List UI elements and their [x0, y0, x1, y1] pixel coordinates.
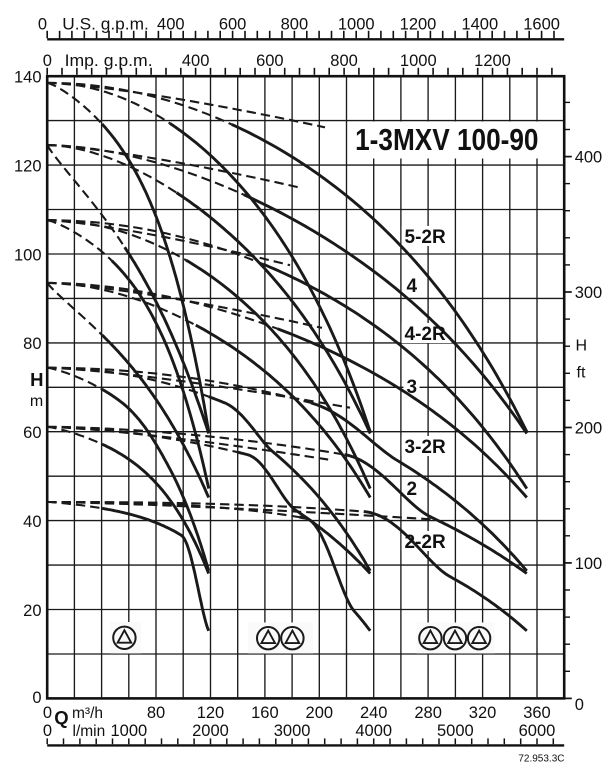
svg-text:5-2R: 5-2R	[405, 227, 446, 248]
svg-text:100: 100	[14, 246, 42, 264]
svg-text:0: 0	[43, 722, 52, 740]
svg-text:H: H	[576, 338, 588, 355]
svg-text:600: 600	[219, 16, 247, 34]
svg-text:72.953.3C: 72.953.3C	[518, 754, 564, 765]
svg-text:0: 0	[38, 16, 47, 34]
svg-text:100: 100	[575, 555, 603, 573]
svg-text:60: 60	[23, 424, 41, 442]
svg-text:280: 280	[414, 704, 442, 722]
svg-text:2000: 2000	[192, 722, 229, 740]
svg-text:ft: ft	[577, 365, 586, 382]
svg-text:1000: 1000	[338, 16, 375, 34]
svg-text:U.S. g.p.m.: U.S. g.p.m.	[62, 16, 149, 34]
svg-text:400: 400	[182, 52, 210, 70]
svg-text:0: 0	[575, 696, 584, 714]
svg-text:H: H	[30, 369, 43, 390]
svg-text:80: 80	[23, 335, 41, 353]
svg-text:Imp. g.p.m.: Imp. g.p.m.	[65, 52, 153, 70]
svg-text:800: 800	[281, 16, 309, 34]
svg-text:600: 600	[256, 52, 284, 70]
svg-text:1000: 1000	[400, 52, 437, 70]
svg-text:0: 0	[43, 52, 52, 70]
svg-text:120: 120	[14, 157, 42, 175]
svg-text:0: 0	[43, 704, 52, 722]
svg-text:3: 3	[407, 377, 418, 398]
svg-text:400: 400	[575, 149, 603, 167]
svg-text:4-2R: 4-2R	[405, 324, 446, 345]
svg-text:3000: 3000	[274, 722, 311, 740]
svg-text:360: 360	[523, 704, 551, 722]
svg-text:200: 200	[575, 419, 603, 437]
svg-text:1400: 1400	[461, 16, 498, 34]
svg-text:20: 20	[23, 602, 41, 620]
svg-text:1000: 1000	[110, 722, 147, 740]
svg-text:300: 300	[575, 284, 603, 302]
svg-text:320: 320	[469, 704, 497, 722]
svg-text:m: m	[30, 393, 43, 410]
svg-text:140: 140	[14, 68, 42, 86]
svg-text:160: 160	[251, 704, 279, 722]
svg-text:m³/h: m³/h	[72, 705, 103, 722]
svg-text:40: 40	[23, 513, 41, 531]
svg-text:4000: 4000	[355, 722, 392, 740]
svg-text:2-2R: 2-2R	[405, 532, 446, 553]
svg-text:200: 200	[306, 704, 334, 722]
svg-text:0: 0	[32, 689, 41, 707]
svg-text:4: 4	[407, 276, 418, 297]
svg-text:1200: 1200	[474, 52, 511, 70]
svg-text:1200: 1200	[400, 16, 437, 34]
svg-text:l/min: l/min	[73, 723, 106, 740]
svg-text:1-3MXV 100-90: 1-3MXV 100-90	[355, 122, 538, 157]
svg-text:80: 80	[147, 704, 165, 722]
svg-text:Q: Q	[54, 707, 68, 728]
svg-text:3-2R: 3-2R	[405, 437, 446, 458]
svg-text:120: 120	[197, 704, 225, 722]
svg-text:2: 2	[407, 479, 418, 500]
svg-text:800: 800	[330, 52, 358, 70]
svg-text:400: 400	[157, 16, 185, 34]
svg-text:240: 240	[360, 704, 388, 722]
svg-text:6000: 6000	[519, 722, 556, 740]
svg-text:1600: 1600	[523, 16, 560, 34]
svg-text:5000: 5000	[437, 722, 474, 740]
